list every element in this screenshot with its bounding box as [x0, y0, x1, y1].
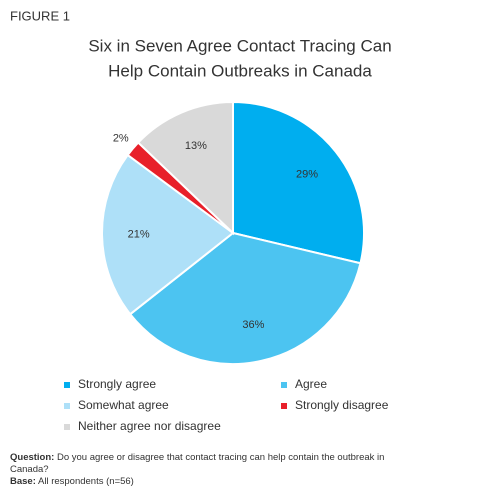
- chart: FIGURE 1 Six in Seven Agree Contact Trac…: [10, 8, 392, 433]
- pie-slice: [232, 100, 365, 265]
- figure-label: FIGURE 1: [10, 8, 70, 23]
- notes: Question: Do you agree or disagree that …: [10, 452, 410, 488]
- legend-swatch: [281, 403, 287, 409]
- note-label: Question:: [10, 452, 55, 463]
- legend-swatch: [281, 382, 287, 388]
- legend-swatch: [64, 382, 70, 388]
- legend-label: Strongly disagree: [295, 398, 389, 412]
- note: Base: All respondents (n=56): [10, 476, 410, 488]
- legend-label: Somewhat agree: [78, 398, 169, 412]
- data-label: 36%: [242, 319, 264, 331]
- note-text: All respondents (n=56): [38, 476, 134, 487]
- data-label: 21%: [128, 228, 150, 240]
- data-label: 13%: [185, 140, 207, 152]
- chart-title: Help Contain Outbreaks in Canada: [108, 61, 372, 80]
- legend-label: Agree: [295, 377, 327, 391]
- legend-swatch: [64, 424, 70, 430]
- chart-title: Six in Seven Agree Contact Tracing Can: [88, 36, 391, 55]
- data-label: 2%: [113, 132, 129, 144]
- pie-slice: [128, 231, 362, 365]
- pie-slice: [136, 100, 234, 236]
- data-label: 29%: [296, 168, 318, 180]
- legend-label: Neither agree nor disagree: [78, 419, 221, 433]
- note-label: Base:: [10, 476, 36, 487]
- pie-slice: [101, 153, 235, 316]
- legend-swatch: [64, 403, 70, 409]
- legend-label: Strongly agree: [78, 377, 156, 391]
- note-text: Do you agree or disagree that contact tr…: [10, 452, 385, 475]
- note: Question: Do you agree or disagree that …: [10, 452, 410, 476]
